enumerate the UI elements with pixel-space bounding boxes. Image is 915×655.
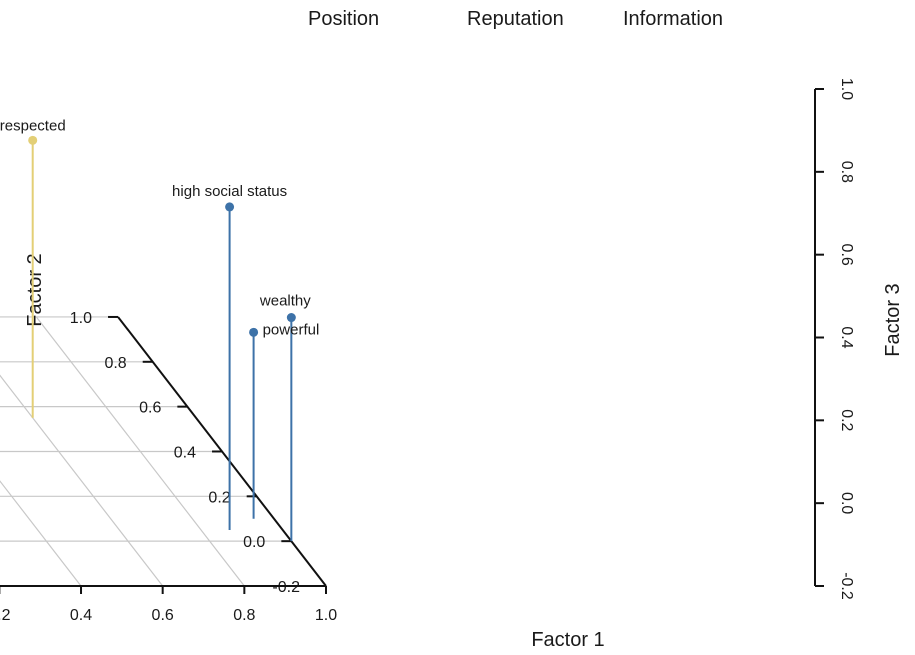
grid-line-factor1-1 [35, 316, 245, 587]
point-powerful [249, 327, 259, 337]
factor3-axis-label: Factor 3 [882, 283, 904, 356]
factor1-tick-label-0: 1.0 [315, 607, 337, 624]
factor2-tick-label-0: -0.2 [272, 579, 300, 596]
axes: -0.2 0.0 0.2 0.4 0.6 0.8 1.0 Factor 2 1.0 0.8 0.6 0… [0, 78, 904, 651]
factor1-tick-label-4: 0.2 [0, 607, 11, 624]
factor3-tick-label-6: 1.0 [838, 78, 855, 100]
data-marks: wealthy powerful high social status respect… [0, 117, 320, 542]
factor3-tick-label-0: -0.2 [838, 572, 855, 600]
factor3-tick-label-3: 0.4 [838, 326, 855, 348]
group-header-position: Position [308, 8, 380, 30]
factor1-axis-label: Factor 1 [531, 629, 604, 651]
factor2-tick-label-6: 1.0 [70, 310, 92, 327]
factor2-tick-label-4: 0.6 [139, 400, 161, 417]
factor3-tick-label-2: 0.2 [838, 409, 855, 431]
factor1-tick-label-2: 0.6 [152, 607, 174, 624]
factor2-axis-label: Factor 2 [24, 253, 46, 326]
factor3-tick-label-4: 0.6 [838, 244, 855, 266]
point-label-high-social-status: high social status [172, 183, 287, 200]
factor2-tick-label-2: 0.2 [208, 489, 230, 506]
grid-line-factor1-2 [0, 374, 164, 587]
point-respected [28, 135, 38, 145]
factor1-tick-label-3: 0.4 [70, 607, 92, 624]
point-label-respected: respected [0, 117, 66, 134]
grid-line-factor1-3 [0, 480, 82, 587]
point-high-social-status [225, 202, 235, 212]
point-wealthy [286, 313, 296, 323]
factor3-tick-label-5: 0.8 [838, 161, 855, 183]
factor3-tick-label-1: 0.0 [838, 492, 855, 514]
point-label-powerful: powerful [263, 321, 320, 338]
floor-grid [0, 316, 327, 587]
factor2-tick-label-3: 0.4 [174, 444, 196, 461]
group-header-information: Information [623, 8, 724, 30]
point-label-wealthy: wealthy [259, 293, 311, 310]
group-header-reputation: Reputation [467, 8, 564, 30]
factor1-tick-label-1: 0.8 [233, 607, 255, 624]
factor2-tick-label-1: 0.0 [243, 534, 265, 551]
factor2-tick-label-5: 0.8 [104, 355, 126, 372]
